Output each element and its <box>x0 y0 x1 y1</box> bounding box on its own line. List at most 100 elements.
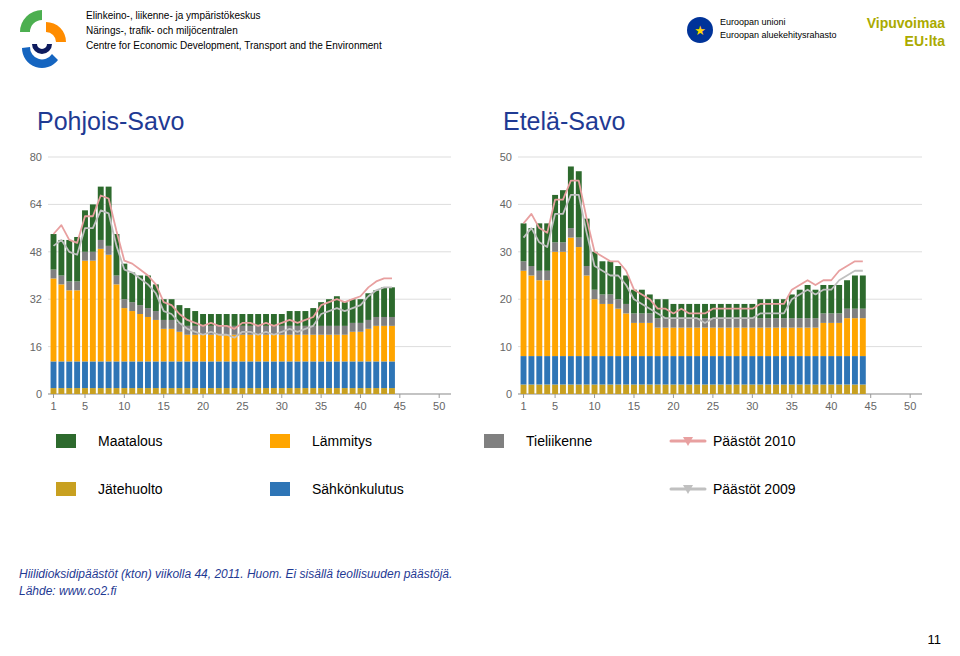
bar <box>592 385 598 394</box>
bar <box>216 335 222 362</box>
bar <box>153 388 159 394</box>
bar <box>781 385 787 394</box>
line <box>54 210 392 337</box>
bar <box>678 304 684 318</box>
bar <box>169 361 175 388</box>
bar-series <box>51 249 395 362</box>
bar <box>686 318 692 327</box>
logo <box>20 10 66 68</box>
bar <box>208 335 214 362</box>
bar <box>121 388 127 394</box>
legend-swatch <box>683 485 693 494</box>
x-tick-label: 5 <box>552 400 558 412</box>
bar <box>813 328 819 356</box>
bar <box>184 388 190 394</box>
bar <box>263 361 269 388</box>
bar <box>74 281 80 290</box>
bar <box>734 385 740 394</box>
bar <box>694 328 700 356</box>
bar <box>295 361 301 388</box>
bar <box>607 356 613 384</box>
bar <box>805 356 811 384</box>
bar-series <box>51 240 395 335</box>
bar <box>820 323 826 356</box>
bar-series <box>51 361 395 388</box>
bar <box>255 314 261 326</box>
bar <box>295 388 301 394</box>
bar <box>82 388 88 394</box>
bar <box>836 285 842 313</box>
bar <box>765 299 771 318</box>
bar <box>647 356 653 384</box>
bar <box>757 385 763 394</box>
bar <box>860 318 866 356</box>
x-tick <box>870 394 871 398</box>
bar <box>828 313 834 322</box>
bar <box>137 361 143 388</box>
bar <box>852 385 858 394</box>
bar <box>161 361 167 388</box>
bar <box>365 329 371 362</box>
bar <box>607 385 613 394</box>
bar <box>623 304 629 313</box>
bar <box>615 356 621 384</box>
bar <box>381 317 387 326</box>
bar <box>232 361 238 388</box>
header-text: Närings-, trafik- och miljöcentralen <box>86 25 238 36</box>
bar <box>137 388 143 394</box>
bar <box>287 311 293 326</box>
bar <box>82 261 88 362</box>
bar <box>51 270 57 279</box>
bar <box>552 356 558 384</box>
x-tick <box>439 394 440 398</box>
bar <box>200 361 206 388</box>
x-tick-label: 5 <box>82 400 88 412</box>
bar <box>528 266 534 275</box>
bar <box>584 385 590 394</box>
bar <box>726 328 732 356</box>
bar <box>599 294 605 303</box>
bar <box>145 276 151 309</box>
y-tick-label: 80 <box>30 151 42 163</box>
bar <box>373 317 379 326</box>
chart: Pohjois-Savo0163248648015101520253035404… <box>30 107 451 412</box>
bar <box>536 356 542 384</box>
bar <box>615 299 621 308</box>
legend-label: Sähkönkulutus <box>312 481 404 497</box>
bar <box>129 361 135 388</box>
bar <box>536 223 542 270</box>
bar <box>639 385 645 394</box>
bar <box>153 320 159 361</box>
bar <box>813 385 819 394</box>
bar <box>224 388 230 394</box>
bar <box>521 223 527 261</box>
bar <box>599 356 605 384</box>
bar <box>232 388 238 394</box>
x-tick-label: 10 <box>118 400 130 412</box>
bar <box>536 271 542 280</box>
bar <box>836 356 842 384</box>
bar <box>568 166 574 228</box>
bar <box>544 385 550 394</box>
bar <box>568 228 574 237</box>
bar <box>757 328 763 356</box>
bar <box>521 356 527 384</box>
line <box>524 181 863 314</box>
bar <box>98 240 104 249</box>
bar <box>279 335 285 362</box>
footer-text: Lähde: www.co2.fi <box>19 584 117 598</box>
bar <box>631 313 637 322</box>
x-tick <box>555 394 556 398</box>
bar <box>255 335 261 362</box>
plot-area <box>51 187 395 394</box>
slogan: Vipuvoimaa <box>867 15 946 31</box>
x-tick-label: 20 <box>197 400 209 412</box>
bar <box>389 317 395 326</box>
bar <box>797 356 803 384</box>
bar <box>342 388 348 394</box>
bar <box>852 276 858 309</box>
bar <box>631 385 637 394</box>
eu-star: ★ <box>694 23 706 38</box>
bar <box>749 328 755 356</box>
bar <box>560 385 566 394</box>
